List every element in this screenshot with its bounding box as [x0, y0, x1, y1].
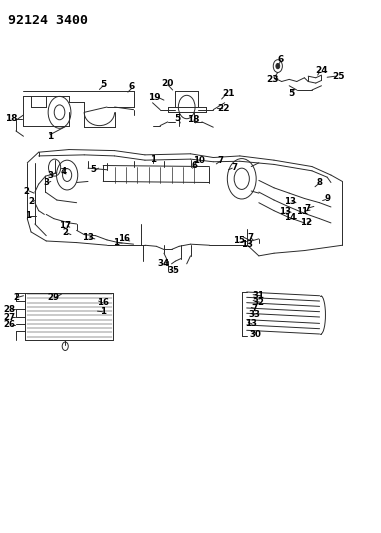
Text: 33: 33	[248, 310, 260, 319]
Text: 92124 3400: 92124 3400	[8, 14, 88, 27]
Text: 2: 2	[28, 197, 34, 206]
Text: 13: 13	[241, 240, 253, 249]
Text: 31: 31	[253, 291, 265, 300]
Text: 6: 6	[191, 161, 197, 170]
Text: 2: 2	[62, 228, 68, 237]
Text: 21: 21	[222, 89, 235, 98]
Text: 11: 11	[296, 207, 309, 216]
Text: 12: 12	[300, 219, 312, 228]
Text: 1: 1	[100, 307, 106, 316]
Text: 22: 22	[217, 103, 230, 112]
Text: 4: 4	[60, 167, 66, 176]
Text: 35: 35	[168, 266, 179, 275]
Text: 18: 18	[5, 114, 18, 123]
Text: 5: 5	[174, 114, 180, 123]
Text: 32: 32	[252, 297, 264, 306]
Text: 5: 5	[288, 88, 294, 98]
Text: 7: 7	[304, 204, 311, 213]
Text: 27: 27	[3, 312, 16, 321]
Text: 13: 13	[279, 207, 291, 216]
Text: 7: 7	[251, 304, 257, 313]
Text: 7: 7	[247, 233, 253, 242]
Text: 10: 10	[193, 156, 205, 165]
Text: 2: 2	[24, 187, 29, 196]
Text: 20: 20	[162, 78, 174, 87]
Text: 3: 3	[47, 171, 53, 180]
Text: 19: 19	[148, 93, 161, 102]
Text: 26: 26	[3, 320, 15, 329]
Text: 1: 1	[114, 238, 120, 247]
Text: 5: 5	[100, 79, 106, 88]
Text: 16: 16	[118, 235, 130, 244]
Text: 17: 17	[59, 221, 71, 230]
Text: 9: 9	[324, 195, 330, 204]
Circle shape	[276, 63, 280, 69]
Text: 6: 6	[128, 82, 135, 91]
Text: 13: 13	[245, 319, 257, 328]
Text: 6: 6	[278, 55, 284, 63]
Text: 14: 14	[284, 213, 296, 222]
Text: 3: 3	[43, 178, 49, 187]
Text: 13: 13	[284, 197, 296, 206]
Text: 30: 30	[250, 330, 262, 339]
Text: 1: 1	[47, 132, 53, 141]
Text: 5: 5	[91, 165, 97, 174]
Text: 16: 16	[97, 298, 109, 307]
Text: 15: 15	[233, 237, 245, 246]
Text: 2: 2	[13, 293, 19, 302]
Text: 7: 7	[218, 156, 224, 165]
Text: 24: 24	[315, 67, 328, 75]
Text: 23: 23	[266, 75, 279, 84]
Text: 7: 7	[231, 163, 237, 172]
Text: 29: 29	[48, 293, 60, 302]
Text: 18: 18	[187, 115, 200, 124]
Text: 25: 25	[332, 71, 345, 80]
Text: 1: 1	[25, 212, 31, 221]
Text: 34: 34	[157, 260, 169, 268]
Text: 1: 1	[149, 155, 155, 164]
Text: 13: 13	[82, 233, 94, 243]
Text: 8: 8	[317, 178, 323, 187]
Text: 28: 28	[3, 304, 15, 313]
